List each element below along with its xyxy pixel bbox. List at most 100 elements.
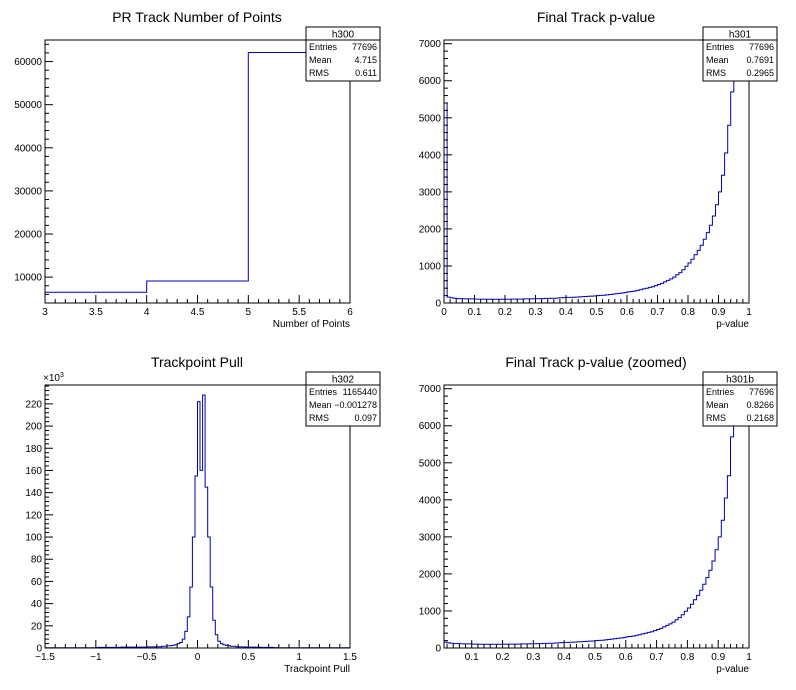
x-tick-label: 0.5 [588,652,602,663]
stats-label: Entries [706,387,735,397]
x-tick-label: −1 [90,652,102,663]
x-tick-label: 0.3 [529,307,543,318]
stats-value: 1165440 [343,387,377,397]
y-tick-label: 180 [25,444,42,455]
x-tick-label: 0.7 [650,652,664,663]
stats-label: Mean [309,400,332,410]
histogram-series [45,52,350,293]
stats-value: 0.097 [354,413,377,423]
x-tick-label: 0.3 [526,652,540,663]
y-tick-label: 5000 [419,458,442,469]
x-axis-label: Trackpoint Pull [284,664,350,675]
y-tick-label: 220 [25,399,42,410]
y-tick-label: 7000 [419,384,442,395]
x-tick-label: 0.7 [651,307,665,318]
y-tick-label: 100 [25,533,42,544]
stats-box-frame [305,371,381,427]
axes: 3 3.5 4 4.5 5 5.5 6 10000 20000 30000 40000 50000 60… [14,39,353,318]
y-tick-label: 4000 [419,495,442,506]
y-tick-label: 120 [25,510,42,521]
x-tick-label: 4.5 [191,307,205,318]
chart-title: Final Track p-value [537,9,655,25]
stats-histogram-name: h301 [729,30,752,41]
y-tick-label: 6000 [419,76,442,87]
y-tick-label: 160 [25,466,42,477]
plot-frame [443,384,750,649]
x-tick-label: 0.4 [559,307,573,318]
axes: 0 0.1 0.2 0.3 0.4 0.5 0.6 0.7 0.8 0.9 1 0 1000 2000 30… [419,39,752,318]
stats-label: Entries [706,42,735,52]
y-tick-label: 10000 [14,273,42,284]
x-tick-label: 0.9 [711,652,725,663]
stats-value: 77696 [352,42,377,52]
panel-trackpoint-pull: Trackpoint Pull ×103 −1.5 −1 −0.5 0 0.5 1 1.5 0… [25,354,381,675]
x-tick-label: 4 [144,307,150,318]
chart-title: PR Track Number of Points [112,9,282,25]
x-tick-label: 0.4 [557,652,571,663]
axes: −1.5 −1 −0.5 0 0.5 1 1.5 0 20 40 60 80 100 120 140 160 1… [25,384,357,663]
stats-label: RMS [309,413,329,423]
x-tick-label: 0 [441,307,447,318]
stats-value: −0.001278 [334,400,377,410]
stats-value: 0.2168 [746,413,774,423]
x-axis-label: p-value [716,319,749,330]
x-tick-label: 0.5 [241,652,255,663]
y-tick-label: 200 [25,422,42,433]
exponent-base: ×10 [43,373,60,384]
stats-box-frame [702,371,778,427]
panel-final-track-p-value-zoomed: Final Track p-value (zoomed) 0.1 0.2 0.3 0.… [419,354,778,675]
y-tick-label: 2000 [419,224,442,235]
y-tick-label: 3000 [419,532,442,543]
x-tick-label: 5.5 [292,307,306,318]
y-tick-label: 20 [31,621,43,632]
stats-label: RMS [706,68,726,78]
chart-title: Trackpoint Pull [151,354,243,370]
y-axis-exponent: ×103 [43,372,64,384]
stats-label: RMS [309,68,329,78]
x-tick-label: 3.5 [89,307,103,318]
stats-histogram-name: h301b [726,375,754,386]
stats-value: 0.2965 [746,68,774,78]
histogram-series [444,80,749,300]
y-tick-label: 0 [435,644,441,655]
y-tick-label: 6000 [419,421,442,432]
stats-box-frame [702,26,778,82]
x-tick-label: 0.8 [680,652,694,663]
histogram-line [45,52,350,293]
x-tick-label: 1 [296,652,302,663]
y-tick-label: 80 [31,555,43,566]
y-tick-label: 0 [435,299,441,310]
x-tick-label: 0.6 [620,307,634,318]
stats-box-frame [305,26,381,82]
chart-title: Final Track p-value (zoomed) [505,354,686,370]
x-tick-label: 0.1 [465,652,479,663]
y-tick-label: 20000 [14,230,42,241]
stats-label: Mean [706,400,729,410]
x-tick-label: 1 [746,307,752,318]
stats-value: 4.715 [354,55,377,65]
panel-pr-track-number-of-points: PR Track Number of Points 3 3.5 4 4.5 5 5.5 6 1… [14,9,381,330]
stats-value: 0.8266 [746,400,774,410]
x-tick-label: 0.2 [498,307,512,318]
x-tick-label: 0.1 [468,307,482,318]
x-tick-label: −0.5 [137,652,157,663]
stats-value: 77696 [749,387,774,397]
x-axis-label: p-value [716,664,749,675]
y-tick-label: 1000 [419,606,442,617]
y-tick-label: 5000 [419,113,442,124]
y-tick-label: 50000 [14,100,42,111]
stats-label: RMS [706,413,726,423]
x-tick-label: 0.6 [619,652,633,663]
stats-label: Entries [309,42,338,52]
y-tick-label: 1000 [419,261,442,272]
stats-value: 0.611 [355,68,377,78]
histogram-line [444,80,749,300]
x-tick-label: 0.5 [590,307,604,318]
stats-value: 0.7691 [746,55,774,65]
x-tick-label: 0.8 [681,307,695,318]
x-tick-label: 6 [347,307,353,318]
